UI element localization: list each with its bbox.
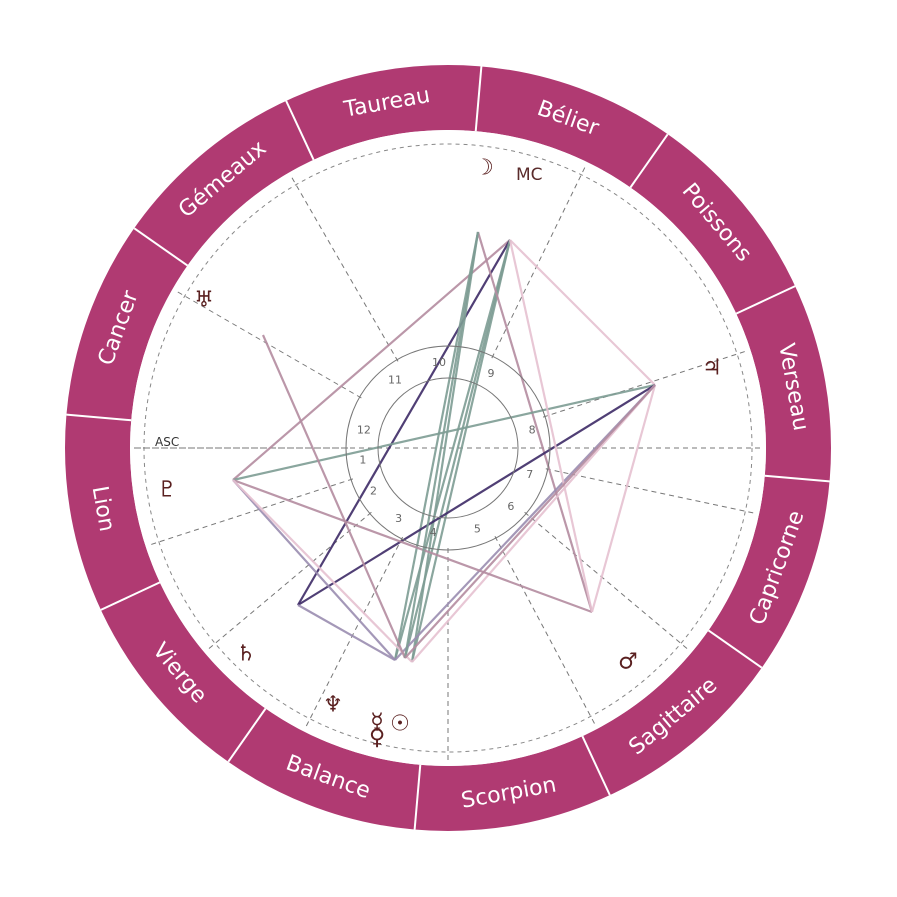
moon-glyph: ☽ [474,156,494,181]
mars-glyph: ♂ [618,650,638,675]
aspect-line [393,239,512,661]
inner-circle-inner [377,377,519,519]
sign-divider [285,100,315,161]
house-number: 11 [388,374,402,387]
aspect-line [476,231,594,613]
aspect-line [232,479,413,663]
house-number: 6 [507,500,514,513]
sign-divider [581,735,611,796]
aspect-line [297,384,656,606]
ring-band [65,65,831,831]
aspect-line [393,231,480,661]
chart-face [130,130,766,766]
mc-label: MC [516,165,543,185]
uranus-glyph: ♅ [194,288,214,313]
jupiter-glyph: ♃ [702,356,722,381]
aspect-line [297,604,396,661]
sign-divider [413,764,422,830]
aspect-line [410,239,512,663]
house-number: 7 [526,468,533,481]
aspect-line [232,239,511,481]
saturn-glyph: ♄ [236,642,256,667]
sign-divider [474,66,483,132]
house-number: 3 [395,512,402,525]
house-number: 1 [359,453,366,466]
aspect-line [261,334,407,659]
sign-divider [100,581,161,611]
aspect-lines [232,231,657,663]
inner-circle-outer [345,345,551,551]
aspect-line [508,239,594,613]
planet-glyphs: ☽ ♅ ♃ ♇ ♄ ♂ ♆ ☿♀☉ [157,156,722,751]
zodiac-ring: Taureau BélierPoissonsVerseauCapricorneSa… [65,65,831,831]
aspect-line [232,478,593,614]
aspect-line [590,384,657,613]
aspect-line [509,239,656,386]
house-number: 2 [370,485,377,498]
sign-divider [707,629,763,669]
axis-labels: ASC MC [155,165,543,449]
aspect-line [404,384,656,659]
aspect-line [403,231,480,659]
neptune-glyph: ♆ [323,693,343,718]
sign-divider [227,707,267,763]
sign-divider [629,133,669,189]
sun-glyph: ☉ [390,712,410,737]
sign-divider [133,227,189,267]
sign-divider [735,285,796,315]
house-number: 4 [430,526,437,539]
sign-divider [66,413,132,422]
aspect-line [410,231,480,663]
aspect-line [411,384,656,663]
sign-divider [764,474,830,483]
house-number: 9 [488,367,495,380]
asc-label: ASC [155,435,179,449]
mercury-glyph: ☿ [370,710,384,735]
aspect-line [297,239,511,606]
house-number: 8 [529,424,536,437]
venus-glyph: ♀ [369,726,385,751]
house-number: 10 [432,356,446,369]
pluto-glyph: ♇ [157,478,177,503]
house-number: 12 [357,424,371,437]
house-lines [134,143,762,762]
house-number: 5 [474,522,481,535]
aspect-line [232,479,396,661]
